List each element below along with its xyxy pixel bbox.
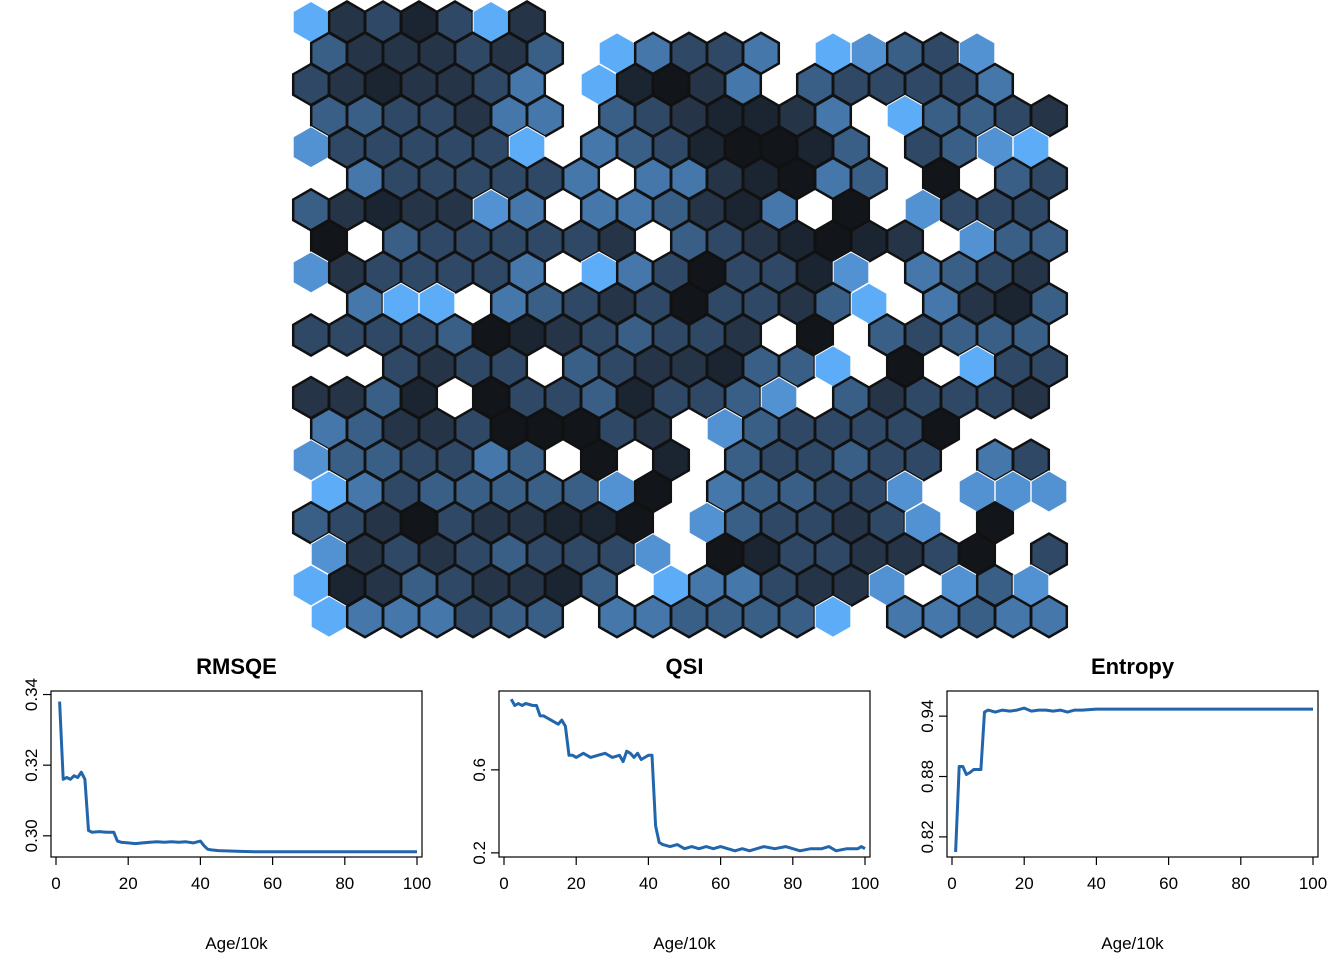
series-line — [58, 701, 417, 854]
hex-cell — [903, 438, 943, 483]
hex-cell — [814, 595, 852, 638]
x-tick-label: 0 — [947, 874, 956, 893]
y-tick-label: 0.88 — [918, 760, 937, 793]
y-tick-label: 0.94 — [918, 700, 937, 733]
hex-cell — [291, 313, 331, 357]
qsi-panel: QSI 0 20 40 60 80 100 0.2 0.6 Age/10k — [448, 640, 896, 960]
x-tick-label: 80 — [335, 874, 354, 893]
x-tick-label: 100 — [403, 874, 431, 893]
hex-cell — [741, 594, 781, 639]
y-tick-label: 0.6 — [470, 758, 489, 782]
hex-cell — [327, 313, 367, 357]
series-line — [509, 698, 866, 853]
hex-cell — [634, 533, 672, 576]
hex-cell — [1029, 532, 1069, 577]
x-axis-label: Age/10k — [653, 934, 716, 953]
x-tick-label: 40 — [191, 874, 210, 893]
x-tick-label: 80 — [1231, 874, 1250, 893]
x-tick-label: 40 — [639, 874, 658, 893]
hex-cell — [885, 594, 925, 639]
hex-cell — [381, 594, 421, 639]
hex-cell — [597, 594, 637, 639]
plot-frame — [946, 690, 1319, 858]
x-axis-label: Age/10k — [1101, 934, 1164, 953]
chart-title: QSI — [666, 654, 704, 679]
hex-cell — [525, 594, 565, 639]
chart-title: Entropy — [1091, 654, 1175, 679]
x-tick-label: 20 — [1015, 874, 1034, 893]
x-tick-label: 60 — [1159, 874, 1178, 893]
plot-frame — [498, 690, 871, 858]
hex-cell — [921, 594, 961, 639]
hex-cell — [417, 594, 457, 639]
series-line — [954, 706, 1313, 853]
hex-cell — [975, 375, 1015, 420]
hex-cell — [957, 594, 997, 639]
x-tick-label: 100 — [851, 874, 879, 893]
x-tick-label: 20 — [119, 874, 138, 893]
hex-cell — [453, 594, 493, 639]
x-tick-label: 20 — [567, 874, 586, 893]
plot-frame — [50, 690, 423, 858]
y-tick-label: 0.82 — [918, 820, 937, 853]
y-tick-label: 0.32 — [22, 749, 41, 782]
y-tick-label: 0.2 — [470, 841, 489, 865]
x-tick-label: 0 — [499, 874, 508, 893]
hex-cell — [705, 594, 745, 639]
rmsqe-panel: RMSQE 0 20 40 60 80 100 0.30 0.32 0.34 Age/10k — [0, 640, 448, 960]
x-tick-label: 60 — [263, 874, 282, 893]
x-tick-label: 40 — [1087, 874, 1106, 893]
qsi-chart: QSI 0 20 40 60 80 100 0.2 0.6 Age/10k — [470, 654, 879, 953]
y-tick-label: 0.30 — [22, 819, 41, 852]
hex-cell — [1030, 470, 1068, 513]
hex-cell — [777, 594, 817, 639]
hex-cell — [1011, 375, 1051, 420]
hexagon-heatmap — [291, 0, 1069, 639]
hex-cell — [1029, 594, 1069, 639]
rmsqe-chart: RMSQE 0 20 40 60 80 100 0.30 0.32 0.34 Age/10k — [22, 654, 431, 953]
chart-title: RMSQE — [196, 654, 277, 679]
x-tick-label: 0 — [51, 874, 60, 893]
x-tick-label: 100 — [1299, 874, 1327, 893]
entropy-panel: Entropy 0 20 40 60 80 100 0.82 0.88 0.94 Age/10k — [896, 640, 1344, 960]
hex-cell — [1011, 438, 1051, 483]
hex-cell — [489, 594, 529, 639]
hex-cell — [669, 594, 709, 639]
x-tick-label: 80 — [783, 874, 802, 893]
entropy-chart: Entropy 0 20 40 60 80 100 0.82 0.88 0.94 Age/10k — [918, 654, 1327, 953]
hex-cell — [993, 594, 1033, 639]
hex-cell — [633, 594, 673, 639]
hex-cell — [1029, 93, 1069, 138]
hex-cell — [345, 594, 385, 639]
y-tick-label: 0.34 — [22, 678, 41, 711]
x-axis-label: Age/10k — [205, 934, 268, 953]
hex-cell — [525, 93, 565, 138]
x-tick-label: 60 — [711, 874, 730, 893]
